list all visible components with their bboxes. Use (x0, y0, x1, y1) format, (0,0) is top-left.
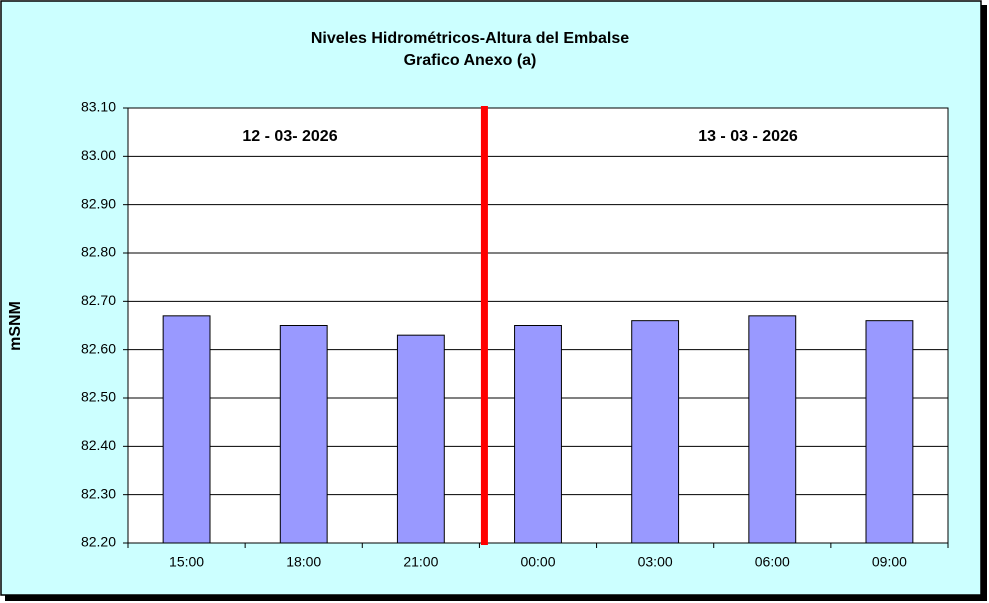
x-tick-label: 18:00 (286, 554, 321, 570)
x-tick-label: 15:00 (169, 554, 204, 570)
y-tick-label: 83.10 (81, 99, 116, 115)
y-tick-label: 82.80 (81, 244, 116, 260)
y-tick-label: 82.60 (81, 340, 116, 356)
y-axis-label: mSNM (7, 301, 24, 351)
x-tick-label: 06:00 (755, 554, 790, 570)
annotation: 13 - 03 - 2026 (698, 128, 798, 145)
chart-title: Niveles Hidrométricos-Altura del Embalse (311, 30, 629, 47)
y-tick-label: 82.50 (81, 389, 116, 405)
bar (162, 315, 211, 544)
x-tick-label: 09:00 (872, 554, 907, 570)
bar (748, 315, 797, 544)
annotation: 12 - 03- 2026 (242, 128, 337, 145)
x-tick-label: 03:00 (638, 554, 673, 570)
x-tick-label: 00:00 (520, 554, 555, 570)
y-tick-label: 82.40 (81, 437, 116, 453)
y-tick-label: 83.00 (81, 147, 116, 163)
y-tick-label: 82.90 (81, 195, 116, 211)
y-tick-label: 82.30 (81, 485, 116, 501)
bar (865, 320, 914, 544)
bar (514, 325, 562, 544)
x-tick-label: 21:00 (403, 554, 438, 570)
y-tick-label: 82.70 (81, 292, 116, 308)
y-tick-label: 82.20 (81, 534, 116, 550)
bar (279, 325, 328, 544)
chart-subtitle: Grafico Anexo (a) (404, 52, 537, 69)
bar (631, 320, 680, 544)
bar (396, 334, 445, 544)
